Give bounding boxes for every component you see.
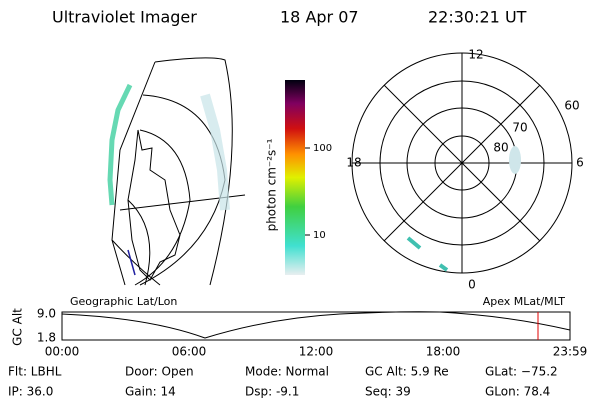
colorbar-label: photon cm⁻²s⁻¹ bbox=[265, 138, 279, 231]
altitude-xtick: 00:00 bbox=[45, 345, 80, 359]
colorbar-tick-label: 10 bbox=[313, 230, 326, 241]
panel-label: Apex MLat/MLT bbox=[483, 295, 566, 308]
status-field: Door: Open bbox=[125, 365, 194, 379]
status-field: Gain: 14 bbox=[125, 385, 176, 399]
altitude-xtick: 12:00 bbox=[299, 345, 334, 359]
date: 18 Apr 07 bbox=[280, 8, 359, 27]
mlt-label: 0 bbox=[468, 278, 476, 292]
altitude-plot bbox=[61, 311, 571, 341]
mlt-label: 12 bbox=[468, 48, 483, 62]
panel-label: Geographic Lat/Lon bbox=[70, 295, 177, 308]
colorbar bbox=[285, 80, 305, 275]
status-field: Flt: LBHL bbox=[8, 365, 62, 379]
status-field: GLat: −75.2 bbox=[485, 365, 558, 379]
altitude-xtick: 23:59 bbox=[553, 345, 588, 359]
mlat-label: 80 bbox=[493, 141, 508, 155]
time: 22:30:21 UT bbox=[428, 8, 527, 27]
status-field: GC Alt: 5.9 Re bbox=[365, 365, 449, 379]
altitude-ytick: 9.0 bbox=[37, 307, 56, 321]
title: Ultraviolet Imager bbox=[52, 8, 197, 27]
status-field: Dsp: -9.1 bbox=[245, 385, 299, 399]
altitude-ylabel: GC Alt bbox=[11, 308, 25, 346]
mlat-label: 60 bbox=[564, 99, 579, 113]
status-field: Seq: 39 bbox=[365, 385, 411, 399]
mlt-label: 18 bbox=[346, 156, 361, 170]
colorbar-tick-label: 100 bbox=[313, 143, 332, 154]
status-field: IP: 36.0 bbox=[8, 385, 53, 399]
polar-plot bbox=[351, 52, 573, 274]
geographic-map bbox=[107, 57, 246, 286]
status-field: GLon: 78.4 bbox=[485, 385, 550, 399]
mlt-label: 6 bbox=[576, 156, 584, 170]
mlat-label: 70 bbox=[512, 121, 527, 135]
status-field: Mode: Normal bbox=[245, 365, 329, 379]
altitude-ytick: 1.8 bbox=[37, 331, 56, 345]
altitude-xtick: 06:00 bbox=[172, 345, 207, 359]
altitude-xtick: 18:00 bbox=[426, 345, 461, 359]
